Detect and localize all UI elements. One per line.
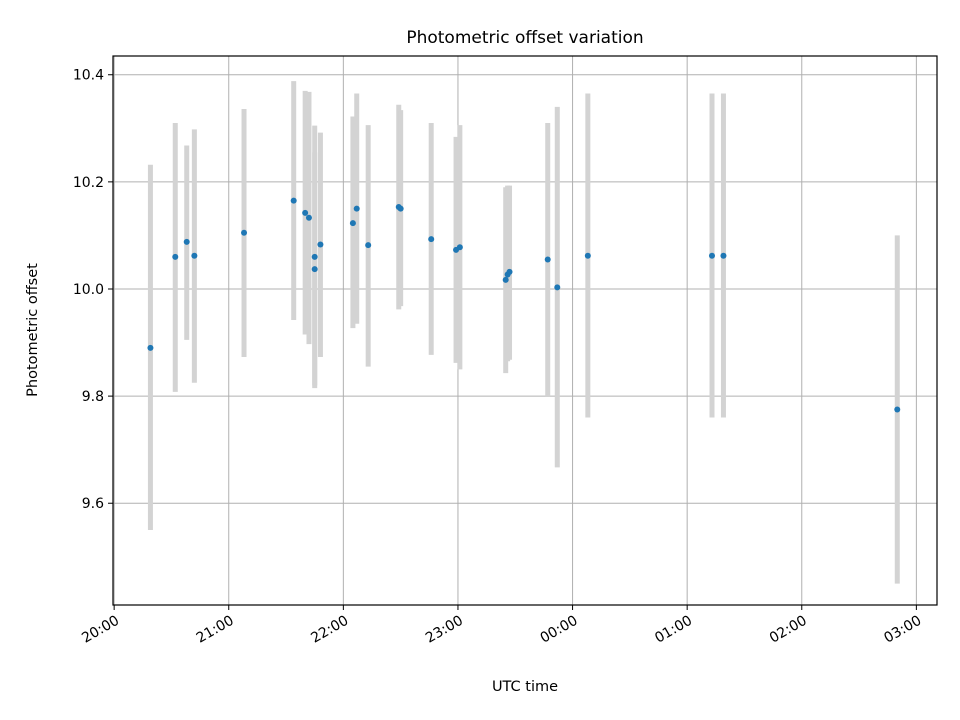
data-points xyxy=(147,197,901,413)
x-axis-label: UTC time xyxy=(492,679,558,695)
y-tick-label: 10.4 xyxy=(73,68,104,84)
data-point xyxy=(349,220,356,227)
data-point xyxy=(183,238,190,245)
data-point xyxy=(311,253,318,260)
data-point xyxy=(894,406,901,413)
data-point xyxy=(353,205,360,212)
data-point xyxy=(311,266,318,273)
data-point xyxy=(365,242,372,249)
data-point xyxy=(456,244,463,251)
data-point xyxy=(191,252,198,259)
y-tick-label: 10.0 xyxy=(73,282,104,298)
y-tick-label: 9.8 xyxy=(82,389,104,405)
chart-title: Photometric offset variation xyxy=(406,28,643,48)
data-point xyxy=(305,214,312,221)
data-point xyxy=(172,253,179,260)
data-point xyxy=(554,284,561,291)
data-point xyxy=(708,252,715,259)
y-tick-label: 9.6 xyxy=(82,496,104,512)
data-point xyxy=(720,252,727,259)
y-axis-ticks: 9.6 9.8 10.0 10.2 10.4 xyxy=(73,68,113,512)
data-point xyxy=(502,276,509,283)
data-point xyxy=(147,344,154,351)
data-point xyxy=(397,205,404,212)
grid xyxy=(113,56,937,605)
data-point xyxy=(506,268,513,275)
data-point xyxy=(241,229,248,236)
data-point xyxy=(302,209,309,216)
y-axis-label: Photometric offset xyxy=(25,263,41,397)
data-point xyxy=(584,252,591,259)
data-point xyxy=(544,256,551,263)
y-tick-label: 10.2 xyxy=(73,175,104,191)
data-point xyxy=(290,197,297,204)
data-point xyxy=(317,241,324,248)
plot-frame xyxy=(112,55,938,606)
data-point xyxy=(428,236,435,243)
